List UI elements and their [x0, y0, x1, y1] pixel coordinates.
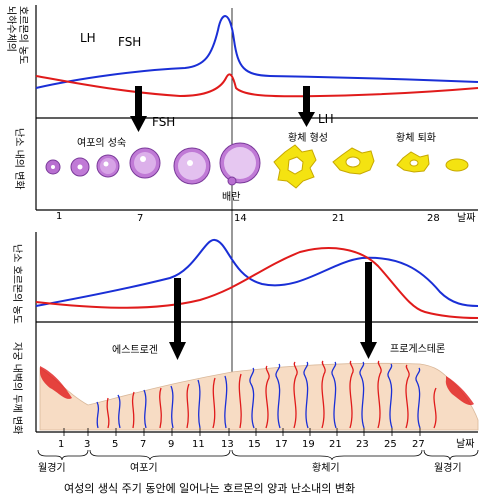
phase-menstrual-1: 월경기	[38, 461, 66, 474]
follicle-2	[70, 157, 90, 177]
ovulation-label: 배란	[222, 191, 240, 203]
phase-braces	[37, 449, 479, 461]
bottom-tick-13: 13	[221, 439, 234, 450]
top-panel: 뇌하수체의 호르몬의 농도 난소 내의 변화 LH FSH FSH LH 여포의…	[5, 5, 479, 430]
fsh-arrow-label: FSH	[152, 115, 175, 129]
menstrual-flow-end	[445, 376, 474, 406]
bottom-tick-11: 11	[192, 439, 205, 450]
top-day-unit: 날짜	[457, 212, 475, 224]
pituitary-label: 뇌하수체의	[5, 6, 18, 52]
bottom-tick-27: 27	[412, 439, 425, 450]
bottom-day-unit: 날짜	[456, 438, 474, 450]
top-tick-14: 14	[234, 213, 247, 224]
bottom-tick-25: 25	[384, 439, 397, 450]
bottom-panel: 난소 호르몬의 농도 자궁 내벽의 두께 변화 에스트로겐 프로게스테론	[11, 232, 479, 474]
uterine-glands	[96, 360, 437, 429]
top-tick-28: 28	[427, 213, 440, 224]
fsh-curve	[35, 73, 479, 98]
figure-caption: 여성의 생식 주기 동안에 일어나는 호르몬의 양과 난소내의 변화	[64, 481, 355, 495]
fsh-arrow	[130, 86, 147, 132]
ovary-change-label: 난소 내의 변화	[13, 128, 25, 190]
estrogen-label: 에스트로겐	[112, 344, 158, 356]
follicle-mature	[219, 142, 261, 186]
estrogen-arrow	[169, 278, 186, 360]
progesterone-label: 프로게스테론	[390, 343, 445, 355]
endometrium-lining	[39, 362, 479, 431]
corpus-luteum-2-center	[345, 156, 361, 168]
bottom-tick-17: 17	[275, 439, 288, 450]
top-tick-21: 21	[332, 213, 345, 224]
lh-arrow	[298, 86, 315, 127]
top-tick-1: 1	[56, 211, 62, 222]
corpus-albicans	[445, 158, 469, 172]
corpus-luteum-3-center	[409, 159, 419, 167]
ovarian-hormone-label: 난소 호르몬의 농도	[11, 244, 23, 324]
follicle-1	[45, 159, 61, 175]
phase-follicular: 여포기	[130, 462, 158, 474]
follicle-growth-label: 여포의 성숙	[77, 137, 126, 149]
pituitary-label-2: 호르몬의 농도	[17, 6, 29, 64]
corpus-luteum-forming-label: 황체 형성	[288, 132, 328, 144]
bottom-tick-19: 19	[302, 439, 315, 450]
phase-luteal: 황체기	[312, 462, 340, 474]
corpus-luteum-1-center	[287, 156, 304, 175]
top-tick-7: 7	[137, 213, 143, 224]
lh-label: LH	[80, 31, 96, 45]
bottom-ticks	[63, 428, 421, 436]
bottom-tick-1: 1	[58, 439, 64, 450]
bottom-tick-5: 5	[112, 439, 118, 450]
phase-menstrual-2: 월경기	[434, 461, 462, 474]
lh-curve	[35, 15, 479, 89]
uterine-lining-label: 자궁 내벽의 두께 변화	[11, 342, 23, 434]
bottom-tick-15: 15	[248, 439, 261, 450]
fsh-label: FSH	[118, 35, 141, 49]
progesterone-arrow	[360, 262, 377, 359]
progesterone-curve	[35, 247, 479, 319]
bottom-tick-9: 9	[168, 439, 174, 450]
follicle-5	[173, 147, 211, 185]
menstrual-flow-start	[40, 366, 72, 399]
estrogen-curve	[35, 239, 479, 307]
corpus-luteum-regress-label: 황체 퇴화	[396, 132, 436, 144]
bottom-tick-7: 7	[140, 439, 146, 450]
bottom-tick-23: 23	[356, 439, 369, 450]
follicle-4	[129, 147, 161, 179]
bottom-tick-3: 3	[84, 439, 90, 450]
lh-arrow-label: LH	[318, 112, 334, 126]
bottom-tick-21: 21	[329, 439, 342, 450]
follicle-3	[96, 154, 120, 178]
